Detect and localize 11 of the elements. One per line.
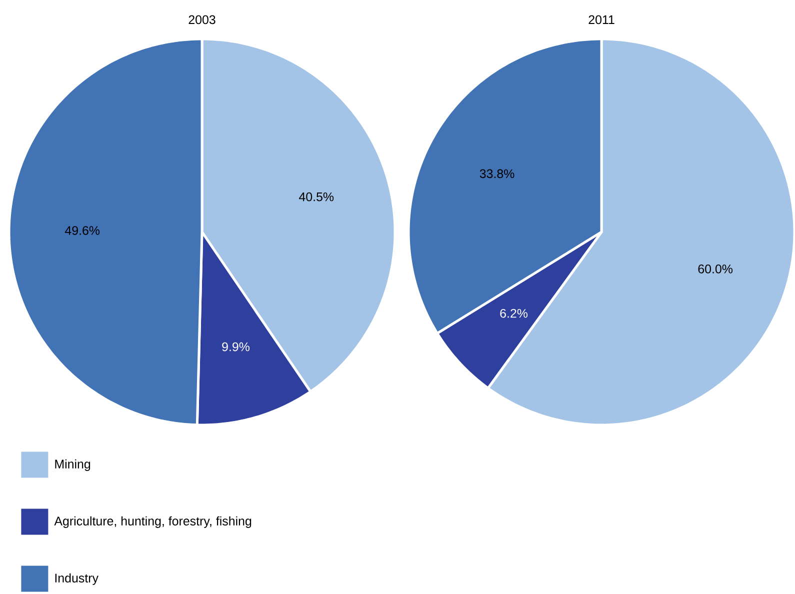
data-label: 33.8% <box>480 169 514 178</box>
data-label: 60.0% <box>698 264 733 274</box>
data-label: 49.6% <box>64 226 100 235</box>
data-label: 40.5% <box>299 192 334 202</box>
chart-title: 2003 <box>188 15 216 24</box>
legend-label: Mining <box>55 459 90 471</box>
chart-title: 2011 <box>588 15 614 24</box>
legend-label: Agriculture, hunting, forestry, fishing <box>54 516 252 528</box>
data-label: 6.2% <box>500 308 528 318</box>
legend-label: Industry <box>55 573 98 585</box>
data-label: 9.9% <box>222 342 250 352</box>
